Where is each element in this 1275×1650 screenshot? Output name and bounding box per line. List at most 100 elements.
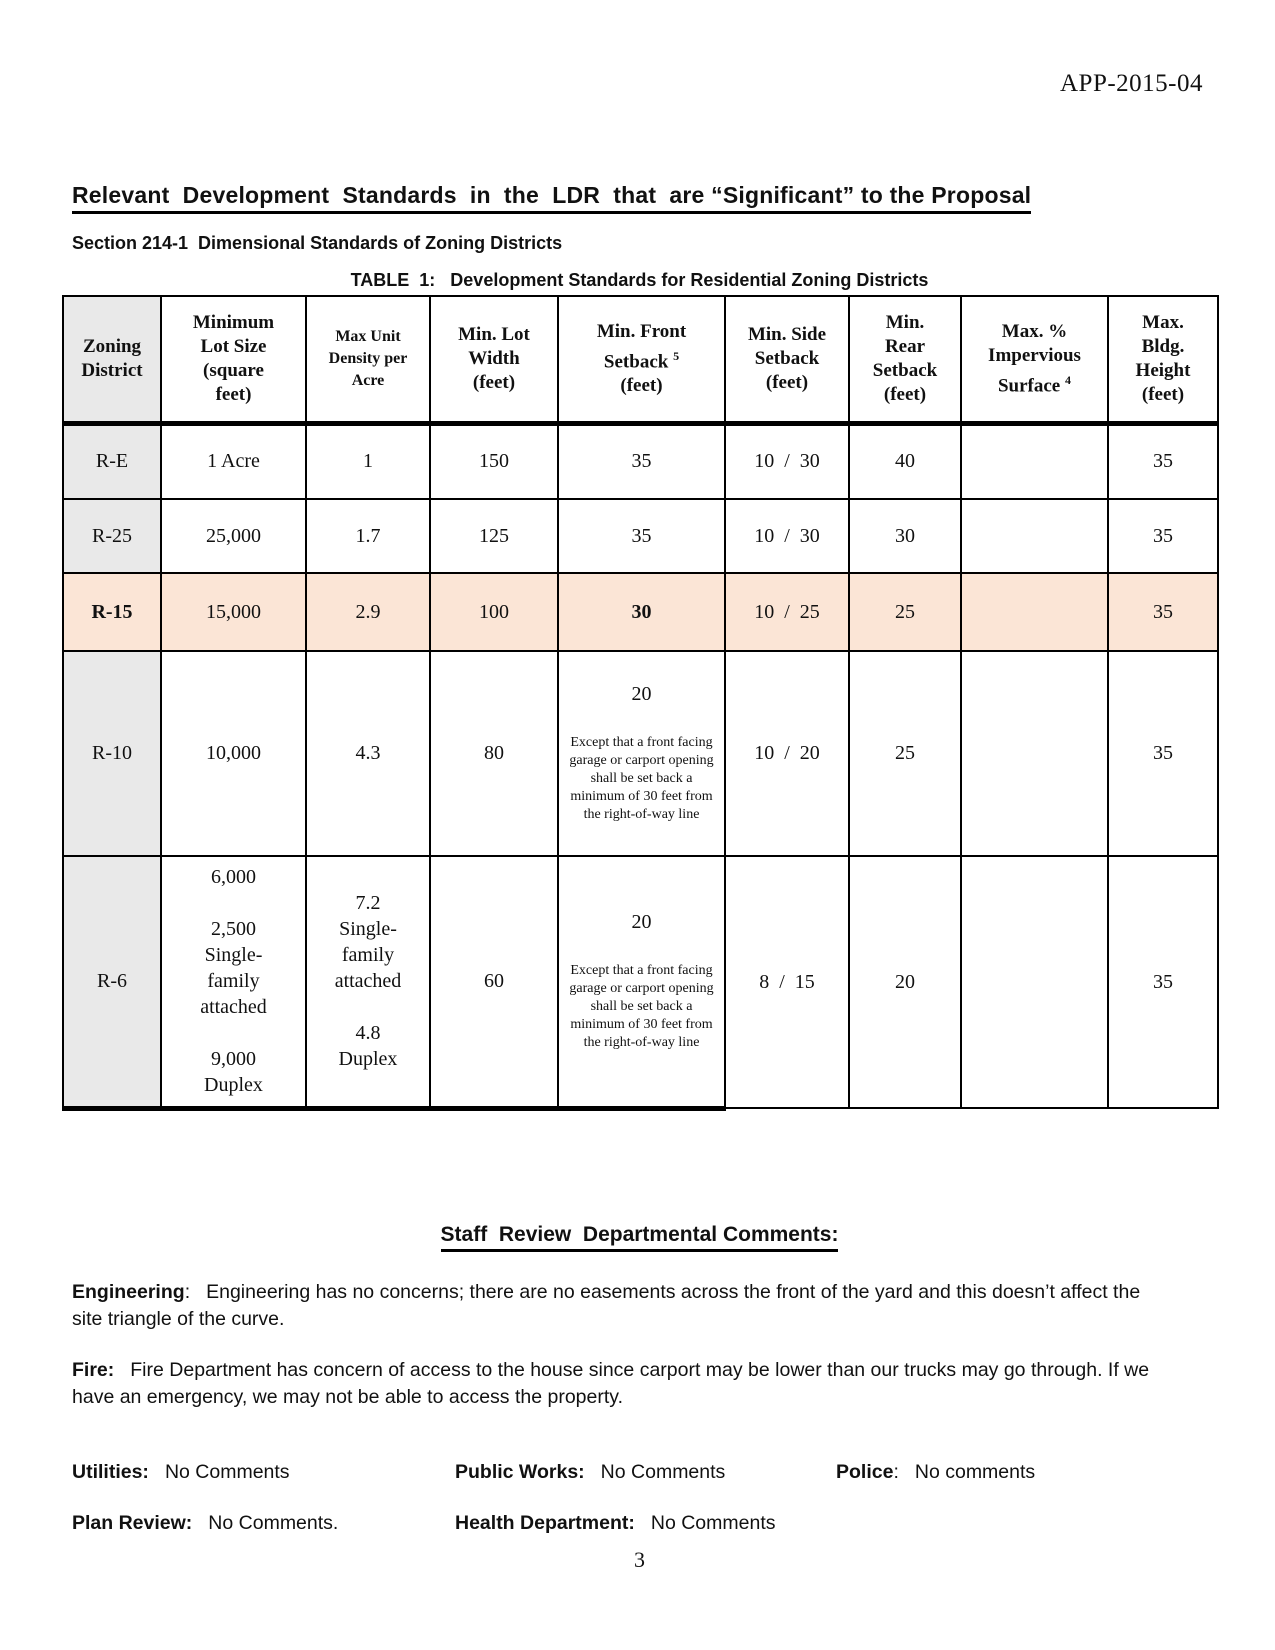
cell-min-front-setback: 35 <box>557 422 726 500</box>
table-row-r-6: R-6 6,000 2,500 Single-family attached 9,00… <box>62 855 1219 1111</box>
cell-line: Single- <box>204 944 263 967</box>
cell-line: attached <box>200 996 267 1019</box>
cell-min-front-setback: 30 <box>557 572 726 652</box>
header-line: Surface 4 <box>997 372 1071 396</box>
comment-label: Utilities: <box>72 1460 149 1483</box>
section-heading: Section 214-1 Dimensional Standards of Z… <box>72 233 563 253</box>
header-line: (feet) <box>1141 383 1185 405</box>
cell-min-lot-size: 10,000 <box>160 650 307 857</box>
comment-paragraph: Engineering: Engineering has no concerns;… <box>72 1279 1175 1333</box>
cell-min-rear-setback: 30 <box>848 498 962 574</box>
table-header-row: Zoning District Minimum Lot Size (square feet… <box>62 295 1219 426</box>
header-line: Setback 5 <box>603 348 680 372</box>
cell-min-lot-width: 100 <box>429 572 559 652</box>
column-header-max-bldg-height: Max. Bldg. Height (feet) <box>1107 295 1219 426</box>
cell-max-impervious-surface <box>960 422 1109 500</box>
header-line: Lot Size <box>200 335 267 357</box>
comment-label: Plan Review: <box>72 1511 193 1534</box>
cell-min-lot-size: 15,000 <box>160 572 307 652</box>
cell-line: attached <box>334 970 402 993</box>
table-row-r-25: R-25 25,000 1.7 125 35 10 / 30 30 35 <box>62 498 1219 574</box>
cell-max-bldg-height: 35 <box>1107 422 1219 500</box>
table-caption: TABLE 1: Development Standards for Resid… <box>350 270 929 290</box>
cell-min-rear-setback: 20 <box>848 855 962 1109</box>
district-cell: R-25 <box>62 498 162 574</box>
cell-max-unit-density: 7.2 Single-family attached 4.8 Duplex <box>305 855 431 1111</box>
comment-paragraphs: Engineering: Engineering has no concerns;… <box>0 1279 1275 1411</box>
header-line: Min. <box>885 311 925 333</box>
column-header-min-lot-width: Min. Lot Width (feet) <box>429 295 559 426</box>
column-header-zoning-district: Zoning District <box>62 295 162 426</box>
cell-min-front-setback: 35 <box>557 498 726 574</box>
header-line: Min. Lot <box>458 323 530 345</box>
cell-line <box>164 1020 303 1046</box>
cell-line: family <box>207 970 260 993</box>
comment-text: No Comments <box>164 1460 290 1483</box>
district-cell: R-6 <box>62 855 162 1111</box>
cell-min-rear-setback: 40 <box>848 422 962 500</box>
comment-item: Public Works: No Comments <box>455 1461 725 1484</box>
comment-inline-row: Plan Review: No Comments. Health Departmen… <box>72 1512 1275 1539</box>
cell-line: 2,500 <box>211 918 256 941</box>
cell-max-bldg-height: 35 <box>1107 572 1219 652</box>
comment-inline-row: Utilities: No Comments Public Works: No Com… <box>72 1461 1275 1488</box>
cell-min-rear-setback: 25 <box>848 572 962 652</box>
cell-max-unit-density: 4.3 <box>305 650 431 857</box>
header-line: Setback <box>754 347 820 369</box>
cell-note: Except that a front facing garage or car… <box>569 962 714 1050</box>
cell-line: 6,000 <box>211 866 256 889</box>
comment-item: Health Department: No Comments <box>455 1512 776 1535</box>
cell-min-rear-setback: 25 <box>848 650 962 857</box>
cell-line: Duplex <box>338 1048 398 1071</box>
table-row-r-10: R-10 10,000 4.3 80 20 Except that a front fac… <box>62 650 1219 857</box>
cell-min-lot-width: 150 <box>429 422 559 500</box>
header-line: (square <box>203 359 264 381</box>
comment-label: Police <box>836 1460 894 1483</box>
cell-main-value: 20 <box>631 683 652 705</box>
header-line: District <box>81 359 143 381</box>
comment-item: Police: No comments <box>836 1461 1035 1484</box>
header-line: Max Unit <box>335 327 401 345</box>
table-body: R-E 1 Acre 1 150 35 10 / 30 40 35 R-25 25,000 1.7 1… <box>62 422 1219 1111</box>
cell-min-lot-width: 125 <box>429 498 559 574</box>
comment-inline-rows: Utilities: No Comments Public Works: No Com… <box>0 1461 1275 1539</box>
cell-max-impervious-surface <box>960 572 1109 652</box>
cell-line: family <box>341 944 395 967</box>
column-header-min-front-setback: Min. Front Setback 5 (feet) <box>557 295 726 426</box>
comment-text: No comments <box>914 1460 1036 1483</box>
cell-min-side-setback: 10 / 25 <box>724 572 850 652</box>
comment-label: Health Department: <box>455 1511 635 1534</box>
document-reference: APP-2015-04 <box>1059 70 1203 97</box>
cell-line: Single- <box>339 918 397 941</box>
comment-paragraph: Fire: Fire Department has concern of acce… <box>72 1357 1175 1411</box>
page-number: 3 <box>634 1546 645 1572</box>
cell-min-side-setback: 10 / 30 <box>724 498 850 574</box>
comment-item: Plan Review: No Comments. <box>72 1512 338 1535</box>
column-header-min-rear-setback: Min. Rear Setback (feet) <box>848 295 962 426</box>
table-row-r-e: R-E 1 Acre 1 150 35 10 / 30 40 35 <box>62 422 1219 500</box>
cell-max-impervious-surface <box>960 855 1109 1109</box>
comment-label: Public Works: <box>455 1460 585 1483</box>
page-title: Relevant Development Standards in the LD… <box>72 182 1203 214</box>
cell-min-side-setback: 10 / 30 <box>724 422 850 500</box>
cell-max-unit-density: 2.9 <box>305 572 431 652</box>
cell-line: 9,000 <box>211 1048 256 1071</box>
zoning-standards-table: Zoning District Minimum Lot Size (square feet… <box>62 295 1219 1111</box>
header-line: Setback <box>872 359 938 381</box>
table-row-r-15: R-15 15,000 2.9 100 30 10 / 25 25 35 <box>62 572 1219 652</box>
cell-max-impervious-surface <box>960 650 1109 857</box>
comment-text: No Comments <box>600 1460 726 1483</box>
comment-text: Engineering has no concerns; there are n… <box>72 1280 1141 1330</box>
header-line: feet) <box>215 383 252 405</box>
column-header-min-side-setback: Min. Side Setback (feet) <box>724 295 850 426</box>
cell-max-bldg-height: 35 <box>1107 855 1219 1109</box>
cell-min-lot-width: 80 <box>429 650 559 857</box>
cell-min-lot-size: 6,000 2,500 Single-family attached 9,000 Du… <box>160 855 307 1111</box>
comment-text: No Comments. <box>208 1511 339 1534</box>
cell-min-lot-width: 60 <box>429 855 559 1111</box>
header-line: (feet) <box>472 371 516 393</box>
column-header-max-impervious-surface: Max. % Impervious Surface 4 <box>960 295 1109 426</box>
header-line: Width <box>468 347 520 369</box>
cell-min-side-setback: 8 / 15 <box>724 855 850 1109</box>
